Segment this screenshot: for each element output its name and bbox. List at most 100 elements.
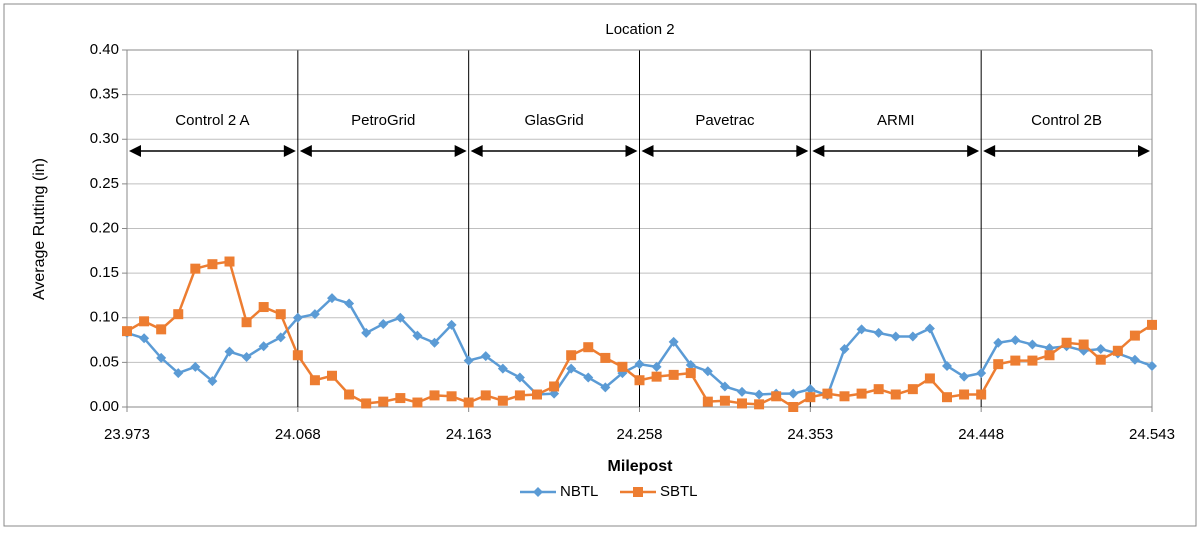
point bbox=[480, 390, 491, 401]
y-tick-label: 0.10 bbox=[90, 309, 119, 326]
x-tick-label: 24.543 bbox=[1129, 426, 1175, 443]
point bbox=[771, 391, 782, 402]
point bbox=[600, 352, 611, 363]
point bbox=[856, 324, 867, 335]
point bbox=[1061, 337, 1072, 348]
y-tick-label: 0.40 bbox=[90, 41, 119, 58]
point bbox=[361, 327, 372, 338]
point bbox=[292, 312, 303, 323]
point bbox=[702, 396, 713, 407]
point bbox=[788, 402, 799, 412]
arrow-head bbox=[470, 145, 483, 157]
point bbox=[224, 346, 235, 357]
arrow-head bbox=[983, 145, 996, 157]
x-tick-label: 24.068 bbox=[275, 426, 321, 443]
point bbox=[207, 376, 218, 387]
point bbox=[566, 350, 577, 361]
y-tick-label: 0.35 bbox=[90, 86, 119, 103]
point bbox=[258, 302, 269, 313]
point bbox=[959, 371, 970, 382]
x-tick-label: 24.258 bbox=[617, 426, 663, 443]
point bbox=[412, 397, 423, 408]
point bbox=[788, 388, 799, 399]
point bbox=[737, 386, 747, 397]
point bbox=[907, 384, 918, 395]
x-tick-label: 24.448 bbox=[958, 426, 1004, 443]
arrow-head bbox=[625, 145, 638, 157]
point bbox=[634, 359, 645, 370]
point bbox=[327, 293, 337, 304]
point bbox=[1010, 355, 1021, 366]
section-label: PetroGrid bbox=[351, 112, 415, 129]
point bbox=[942, 360, 952, 371]
point bbox=[1044, 350, 1055, 361]
point bbox=[292, 350, 303, 361]
x-axis-label: Milepost bbox=[608, 458, 674, 475]
point bbox=[241, 352, 252, 363]
section-label: GlasGrid bbox=[524, 112, 583, 129]
point bbox=[497, 363, 508, 374]
point bbox=[361, 398, 372, 409]
point bbox=[924, 373, 935, 384]
point bbox=[514, 372, 525, 383]
point bbox=[719, 395, 730, 406]
point bbox=[873, 327, 884, 338]
point bbox=[190, 361, 201, 372]
point bbox=[993, 337, 1004, 348]
section-label: Control 2B bbox=[1031, 112, 1102, 129]
point bbox=[1010, 335, 1021, 346]
point bbox=[139, 333, 150, 344]
arrow-head bbox=[283, 145, 296, 157]
point bbox=[685, 360, 696, 371]
arrow-head bbox=[299, 145, 312, 157]
point bbox=[737, 398, 747, 409]
point bbox=[702, 366, 713, 377]
point bbox=[890, 389, 901, 400]
point bbox=[309, 309, 320, 320]
point bbox=[275, 309, 286, 320]
point bbox=[822, 388, 833, 399]
x-tick-label: 24.353 bbox=[787, 426, 833, 443]
legend-marker bbox=[633, 487, 643, 497]
point bbox=[1129, 354, 1140, 365]
arrow-head bbox=[454, 145, 467, 157]
point bbox=[839, 391, 850, 402]
point bbox=[1095, 343, 1106, 354]
point bbox=[224, 256, 235, 267]
point bbox=[754, 399, 765, 410]
y-tick-label: 0.00 bbox=[90, 398, 119, 415]
point bbox=[1078, 339, 1089, 350]
point bbox=[719, 381, 730, 392]
point bbox=[190, 263, 201, 274]
y-tick-label: 0.05 bbox=[90, 353, 119, 370]
point bbox=[873, 384, 884, 395]
x-tick-label: 23.973 bbox=[104, 426, 150, 443]
point bbox=[1027, 339, 1038, 350]
point bbox=[976, 368, 987, 379]
point bbox=[668, 336, 679, 347]
point bbox=[156, 324, 167, 335]
arrow-head bbox=[641, 145, 654, 157]
point bbox=[497, 395, 508, 406]
y-tick-label: 0.15 bbox=[90, 264, 119, 281]
point bbox=[395, 393, 406, 404]
point bbox=[942, 392, 952, 403]
point bbox=[617, 361, 628, 372]
point bbox=[1129, 330, 1140, 341]
y-tick-label: 0.20 bbox=[90, 219, 119, 236]
point bbox=[156, 352, 167, 363]
point bbox=[924, 323, 935, 334]
x-tick-label: 24.163 bbox=[446, 426, 492, 443]
point bbox=[634, 375, 645, 386]
point bbox=[976, 389, 987, 400]
point bbox=[1027, 355, 1038, 366]
point bbox=[959, 389, 970, 400]
point bbox=[446, 391, 457, 402]
point bbox=[1112, 345, 1123, 356]
section-label: Control 2 A bbox=[175, 112, 249, 129]
point bbox=[651, 361, 662, 372]
point bbox=[463, 355, 474, 366]
point bbox=[856, 388, 867, 399]
legend-label: SBTL bbox=[660, 483, 698, 500]
point bbox=[395, 312, 406, 323]
